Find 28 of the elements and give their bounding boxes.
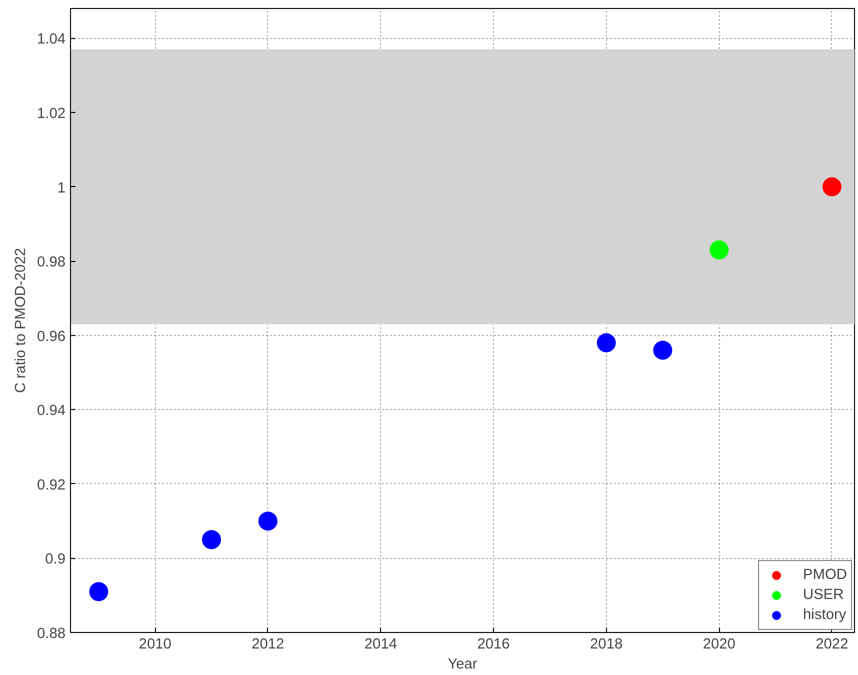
x-axis-title: Year	[448, 656, 478, 672]
point	[822, 177, 842, 196]
y-tick-label: 0.94	[36, 403, 66, 420]
x-tick-label: 2012	[252, 636, 284, 652]
x-tick-label: 2020	[702, 636, 736, 652]
point	[202, 530, 222, 550]
legend-label: PMOD	[803, 567, 847, 583]
y-axis-title: C ratio to PMOD-2022	[12, 248, 29, 393]
point	[596, 333, 616, 352]
y-tick-label: 1	[57, 180, 66, 196]
legend-label: USER	[803, 587, 844, 603]
x-tick-label: 2018	[590, 636, 623, 652]
legend-label: history	[803, 607, 846, 623]
y-tick-label: 0.9	[45, 552, 66, 568]
point	[710, 240, 729, 260]
point	[653, 340, 672, 360]
y-tick-label: 1.02	[36, 106, 66, 122]
y-tick-label: 1.04	[36, 32, 66, 48]
y-tick-label: 0.92	[36, 477, 66, 494]
point	[258, 512, 278, 531]
x-tick-label: 2014	[364, 636, 398, 652]
point	[89, 582, 108, 602]
x-tick-label: 2022	[816, 636, 848, 652]
y-tick-label: 0.98	[36, 254, 66, 271]
x-tick-label: 2010	[138, 636, 172, 652]
y-tick-label: 0.96	[36, 328, 66, 345]
x-tick-label: 2016	[477, 636, 510, 652]
y-tick-label: 0.88	[36, 626, 66, 642]
